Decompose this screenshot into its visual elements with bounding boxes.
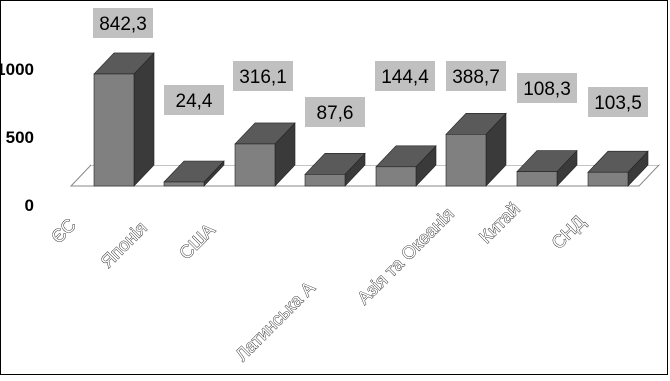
y-tick-label: 1000: [1, 60, 34, 79]
bar-front: [445, 134, 487, 187]
bar-front: [516, 171, 558, 187]
y-tick-label: 500: [6, 128, 34, 147]
bar: [163, 160, 225, 187]
bar: [587, 150, 649, 187]
y-axis: 0 500 1000: [0, 60, 34, 215]
x-tick-label: Японія: [97, 218, 151, 272]
data-label-box: [588, 87, 648, 117]
data-label-box: [517, 73, 577, 103]
bar-front: [587, 171, 629, 187]
bar: [234, 122, 296, 187]
x-tick-label: ЄС: [47, 215, 79, 247]
bar-front: [234, 143, 276, 187]
y-tick-label: 0: [25, 196, 34, 215]
data-label-text: 842,3: [99, 14, 147, 35]
data-label: 842,3: [93, 8, 153, 38]
data-label-box: [446, 61, 506, 91]
x-tick-label: Латинська А: [232, 278, 319, 365]
bar-front: [163, 181, 205, 187]
data-label-box: [233, 61, 293, 91]
data-label-box: [305, 97, 365, 127]
data-label: 24,4: [164, 85, 224, 115]
bar-side: [133, 52, 155, 187]
bar-front: [304, 174, 346, 187]
data-label-text: 316,1: [239, 67, 287, 88]
bar: [445, 112, 507, 187]
data-label-box: [164, 85, 224, 115]
data-label-box: [93, 8, 153, 38]
data-label-text: 103,5: [594, 93, 642, 114]
bar-front: [375, 166, 417, 187]
bar: [304, 152, 366, 187]
bar-front: [93, 73, 135, 187]
bar: [375, 145, 437, 187]
bar: [516, 149, 578, 187]
data-label-text: 108,3: [523, 79, 571, 100]
x-tick-label: СНД: [548, 212, 589, 253]
data-label: 388,7: [446, 61, 506, 91]
data-label-text: 388,7: [452, 67, 500, 88]
data-label: 103,5: [588, 87, 648, 117]
x-tick-label: Китай: [475, 199, 524, 248]
data-labels: 842,3 24,4 316,1 87,6 144,4 388,7 108,3 103,5: [93, 8, 648, 127]
data-label: 316,1: [233, 61, 293, 91]
data-label-box: [375, 61, 435, 91]
data-label-text: 24,4: [176, 91, 213, 112]
data-label: 87,6: [305, 97, 365, 127]
x-axis-labels: ЄС Японія США Латинська А Азія та Океанія Кит…: [47, 198, 589, 365]
data-label: 108,3: [517, 73, 577, 103]
data-label-text: 144,4: [381, 67, 429, 88]
bars: [93, 52, 649, 187]
data-label-text: 87,6: [317, 103, 354, 124]
data-label: 144,4: [375, 61, 435, 91]
x-tick-label: Азія та Океанія: [353, 204, 458, 309]
bar: [93, 52, 155, 187]
x-tick-label: США: [175, 220, 218, 263]
